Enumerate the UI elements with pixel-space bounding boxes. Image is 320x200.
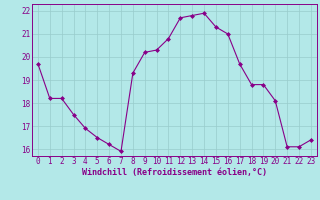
X-axis label: Windchill (Refroidissement éolien,°C): Windchill (Refroidissement éolien,°C) <box>82 168 267 177</box>
